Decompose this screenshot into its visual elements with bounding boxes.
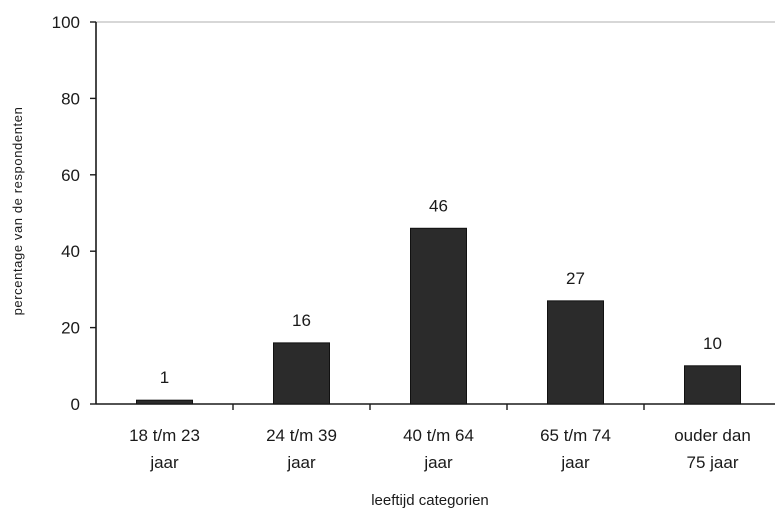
bar xyxy=(136,399,193,405)
x-tick-label: 40 t/m 64 xyxy=(403,426,474,445)
x-tick-label: ouder dan xyxy=(674,426,751,445)
bar xyxy=(547,300,604,405)
bar xyxy=(684,365,741,405)
bar xyxy=(410,227,467,405)
bars xyxy=(136,227,741,405)
x-tick-label: 75 jaar xyxy=(687,453,739,472)
x-tick-label: 65 t/m 74 xyxy=(540,426,611,445)
category-labels: 18 t/m 23 jaar 24 t/m 39 jaar 40 t/m 64 jaar 6… xyxy=(129,426,751,472)
y-tick-label: 40 xyxy=(61,242,80,261)
x-tick-label: jaar xyxy=(423,453,453,472)
x-tick-label: jaar xyxy=(560,453,590,472)
y-tick-label: 80 xyxy=(61,89,80,108)
y-axis-ticks: 0 20 40 60 80 100 xyxy=(52,13,96,414)
data-label: 1 xyxy=(160,368,169,387)
bar xyxy=(273,342,330,405)
data-label: 46 xyxy=(429,196,448,215)
data-label: 27 xyxy=(566,269,585,288)
x-axis-ticks xyxy=(232,404,645,410)
data-label: 16 xyxy=(292,311,311,330)
y-tick-label: 60 xyxy=(61,166,80,185)
y-tick-label: 100 xyxy=(52,13,80,32)
x-axis-title: leeftijd categorien xyxy=(371,492,489,509)
y-axis-title: percentage van de respondenten xyxy=(10,107,25,316)
x-tick-label: jaar xyxy=(149,453,179,472)
x-tick-label: 18 t/m 23 xyxy=(129,426,200,445)
x-tick-label: 24 t/m 39 xyxy=(266,426,337,445)
data-labels: 1 16 46 27 10 xyxy=(160,196,722,387)
y-tick-label: 20 xyxy=(61,319,80,338)
x-tick-label: jaar xyxy=(286,453,316,472)
data-label: 10 xyxy=(703,334,722,353)
y-tick-label: 0 xyxy=(71,395,80,414)
